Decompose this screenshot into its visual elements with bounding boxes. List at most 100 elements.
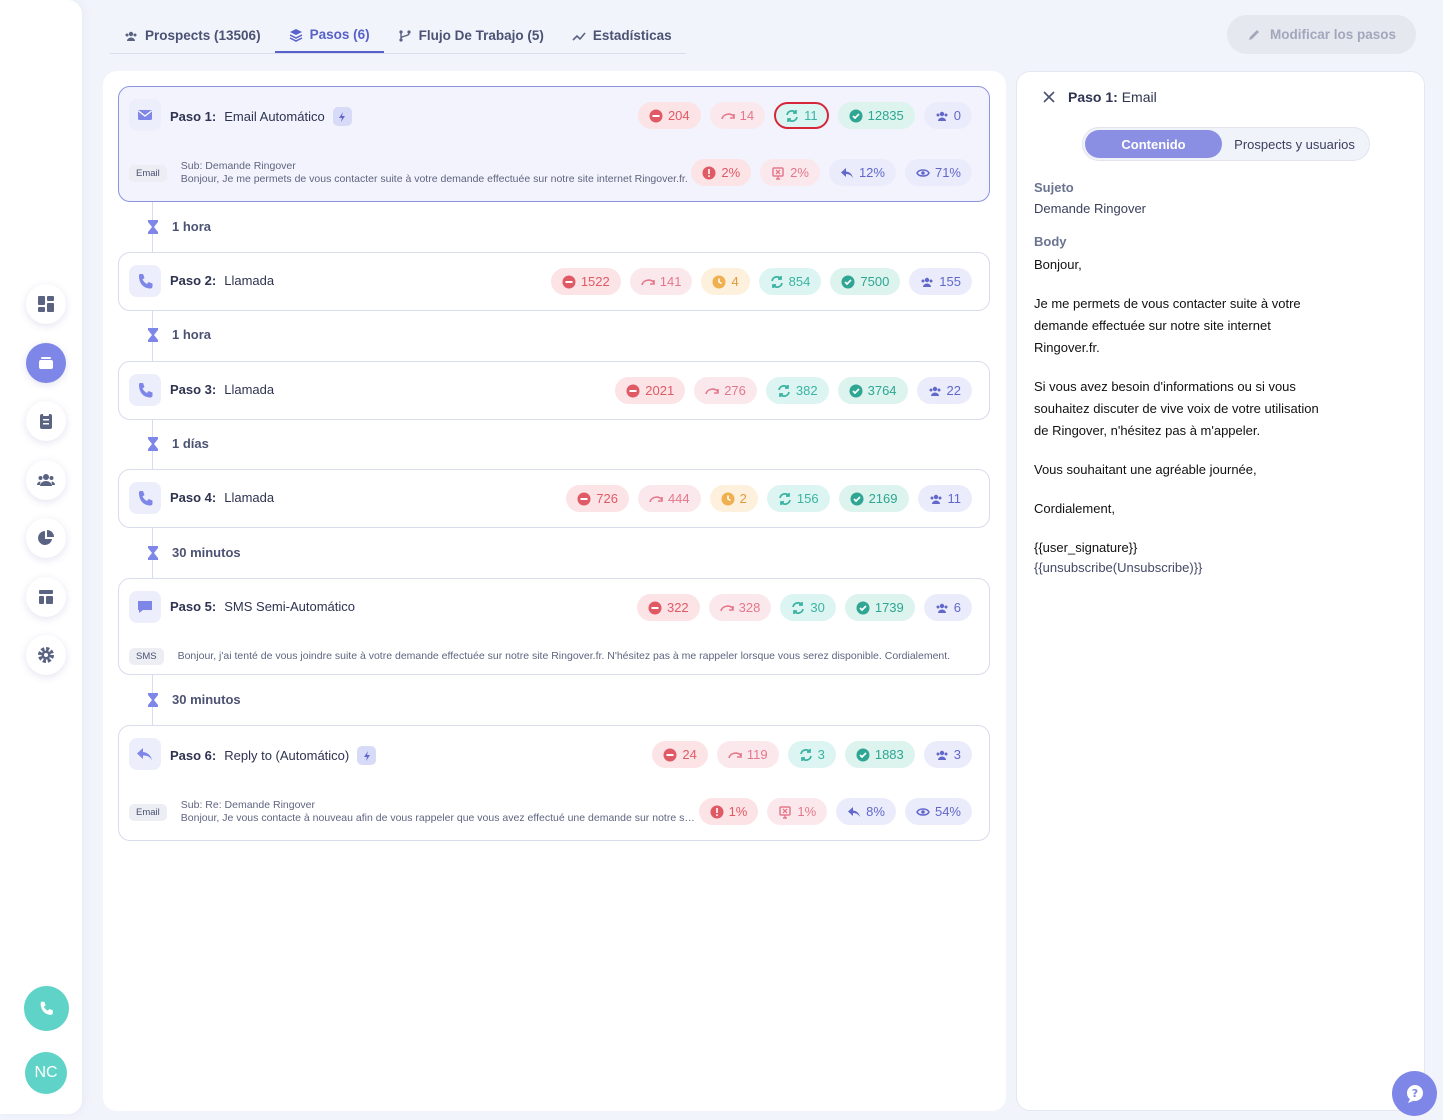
channel-chip: SMS xyxy=(129,648,164,665)
clock-icon xyxy=(721,492,735,505)
tab-label: Flujo De Trabajo (5) xyxy=(418,28,544,43)
step-card-2[interactable]: Paso 2: Llamada 1522 141 4 854 7500 155 xyxy=(118,252,990,311)
step-number: Paso 1: xyxy=(170,109,217,124)
detail-segmented-control: Contenido Prospects y usuarios xyxy=(1082,127,1370,161)
stat-stopped[interactable]: 2021 xyxy=(615,377,686,404)
email-preview: Bonjour, Je me permets de vous contacter… xyxy=(180,173,688,185)
stat-scheduled[interactable]: 2 xyxy=(709,485,758,512)
pie-chart-icon[interactable] xyxy=(26,518,66,558)
tab-workflow[interactable]: Flujo De Trabajo (5) xyxy=(384,18,558,53)
rate-replied[interactable]: 12% xyxy=(828,159,896,186)
alert-circle-icon xyxy=(702,166,716,179)
stat-in-progress[interactable]: 3 xyxy=(787,741,836,768)
rate-bounced[interactable]: 1% xyxy=(698,798,759,825)
team-icon[interactable] xyxy=(26,460,66,500)
step-card-3[interactable]: Paso 3: Llamada 2021 276 382 3764 22 xyxy=(118,361,990,420)
stat-skipped[interactable]: 328 xyxy=(708,594,772,621)
body-paragraph: Bonjour, xyxy=(1034,257,1082,272)
stat-stopped[interactable]: 322 xyxy=(636,594,700,621)
stat-skipped[interactable]: 14 xyxy=(709,102,766,129)
tab-prospects-users[interactable]: Prospects y usuarios xyxy=(1234,136,1355,152)
rate-unsubscribed[interactable]: 2% xyxy=(760,159,820,186)
unsubscribe-placeholder: {{unsubscribe(Unsubscribe)}} xyxy=(1034,560,1203,575)
reply-icon xyxy=(840,167,853,178)
rate-opened[interactable]: 71% xyxy=(904,159,972,186)
stat-in-progress[interactable]: 11 xyxy=(774,102,829,129)
tab-content[interactable]: Contenido xyxy=(1085,130,1222,158)
stat-done[interactable]: 12835 xyxy=(837,102,915,129)
stat-in-progress[interactable]: 156 xyxy=(766,485,830,512)
tab-prospects[interactable]: Prospects (13506) xyxy=(110,18,275,53)
stat-prospects[interactable]: 0 xyxy=(923,102,972,129)
tab-statistics[interactable]: Estadísticas xyxy=(558,18,686,53)
stat-prospects[interactable]: 155 xyxy=(909,268,972,295)
email-body: Bonjour, Je me permets de vous contacter… xyxy=(1034,254,1334,577)
step-title: Paso 4: Llamada xyxy=(170,490,274,505)
step-number: Paso 2: xyxy=(170,273,217,288)
stat-prospects[interactable]: 22 xyxy=(916,377,972,404)
stat-done[interactable]: 1883 xyxy=(844,741,915,768)
stat-stopped[interactable]: 1522 xyxy=(550,268,621,295)
rate-replied[interactable]: 8% xyxy=(836,798,896,825)
left-rail xyxy=(0,0,82,1114)
automatic-bolt-icon xyxy=(332,107,352,126)
rate-opened[interactable]: 54% xyxy=(904,798,972,825)
stat-prospects[interactable]: 6 xyxy=(923,594,972,621)
step-card-5[interactable]: Paso 5: SMS Semi-Automático 322 328 30 1… xyxy=(118,578,990,675)
dashboard-icon[interactable] xyxy=(26,284,66,324)
close-icon[interactable] xyxy=(1042,90,1056,104)
stat-skipped[interactable]: 119 xyxy=(716,741,779,768)
user-avatar[interactable]: NC xyxy=(25,1052,67,1094)
step-stats: 1522 141 4 854 7500 155 xyxy=(550,268,972,295)
stat-done[interactable]: 2169 xyxy=(838,485,909,512)
delay-2: 1 hora xyxy=(147,327,211,342)
step-preview-row: Email Sub: Re: Demande Ringover Bonjour,… xyxy=(129,799,696,825)
stat-prospects[interactable]: 11 xyxy=(917,485,972,512)
rate-unsubscribed[interactable]: 1% xyxy=(767,798,828,825)
stat-done[interactable]: 7500 xyxy=(830,268,901,295)
tab-steps[interactable]: Pasos (6) xyxy=(274,18,384,53)
templates-icon[interactable] xyxy=(26,577,66,617)
stat-skipped[interactable]: 444 xyxy=(637,485,701,512)
cadences-icon[interactable] xyxy=(26,343,66,383)
step-name: Llamada xyxy=(224,490,275,505)
users-icon xyxy=(929,386,941,396)
stat-skipped[interactable]: 141 xyxy=(629,268,693,295)
stat-done[interactable]: 1739 xyxy=(844,594,915,621)
settings-gear-icon[interactable] xyxy=(26,635,66,675)
stat-in-progress[interactable]: 30 xyxy=(780,594,836,621)
stat-stopped[interactable]: 24 xyxy=(652,741,708,768)
step-card-6[interactable]: Paso 6: Reply to (Automático) 24 119 3 1… xyxy=(118,725,990,841)
step-stats: 24 119 3 1883 3 xyxy=(652,741,972,768)
skip-arrow-icon xyxy=(728,751,742,758)
stat-prospects[interactable]: 3 xyxy=(923,741,972,768)
refresh-icon xyxy=(770,275,783,288)
stat-stopped[interactable]: 726 xyxy=(566,485,629,512)
stat-done[interactable]: 3764 xyxy=(837,377,908,404)
help-chat-button[interactable]: ? xyxy=(1392,1071,1437,1116)
stat-in-progress[interactable]: 854 xyxy=(758,268,822,295)
step-card-1[interactable]: Paso 1: Email Automático 204 14 11 12835… xyxy=(118,86,990,202)
skip-arrow-icon xyxy=(649,495,663,502)
check-circle-icon xyxy=(849,109,863,122)
phone-button[interactable] xyxy=(24,986,69,1031)
stat-scheduled[interactable]: 4 xyxy=(701,268,750,295)
step-stats: 322 328 30 1739 6 xyxy=(636,594,972,621)
modify-steps-button[interactable]: Modificar los pasos xyxy=(1227,15,1416,54)
step-card-4[interactable]: Paso 4: Llamada 726 444 2 156 2169 11 xyxy=(118,469,990,528)
body-paragraph: Si vous avez besoin d'informations ou si… xyxy=(1034,379,1319,438)
step-title: Paso 6: Reply to (Automático) xyxy=(170,746,377,765)
stat-stopped[interactable]: 204 xyxy=(637,102,701,129)
stat-skipped[interactable]: 276 xyxy=(694,377,757,404)
rate-bounced[interactable]: 2% xyxy=(691,159,752,186)
stat-in-progress[interactable]: 382 xyxy=(765,377,829,404)
delay-4: 30 minutos xyxy=(147,545,241,560)
body-paragraph: Cordialement, xyxy=(1034,501,1115,516)
step-preview-row: Email Sub: Demande Ringover Bonjour, Je … xyxy=(129,160,696,186)
signature-placeholder: {{user_signature}} xyxy=(1034,540,1138,555)
clock-icon xyxy=(712,275,726,288)
tasks-icon[interactable] xyxy=(26,401,66,441)
check-circle-icon xyxy=(856,748,870,761)
subject-value: Demande Ringover xyxy=(1034,201,1147,216)
tab-label: Estadísticas xyxy=(592,28,672,43)
